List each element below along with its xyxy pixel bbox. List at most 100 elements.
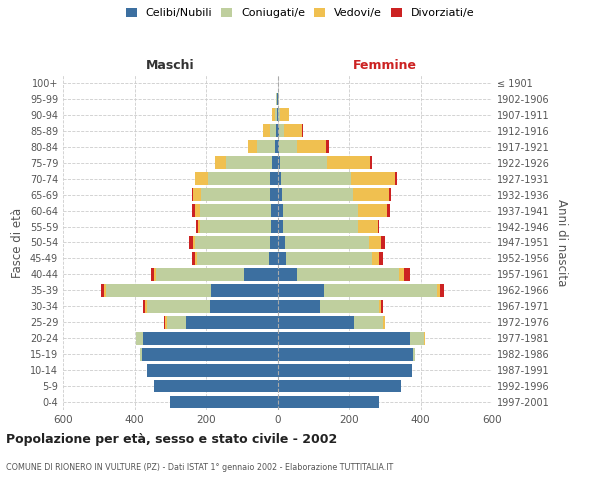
Bar bbox=[277, 316, 385, 328]
Bar bbox=[154, 380, 277, 392]
Bar bbox=[167, 316, 277, 328]
Bar bbox=[154, 268, 277, 281]
Bar bbox=[277, 332, 425, 344]
Text: Maschi: Maschi bbox=[146, 60, 194, 72]
Bar bbox=[277, 332, 410, 344]
Y-axis label: Anni di nascita: Anni di nascita bbox=[555, 199, 568, 286]
Bar bbox=[189, 236, 277, 249]
Bar bbox=[277, 204, 358, 217]
Bar bbox=[272, 156, 277, 169]
Bar bbox=[277, 268, 297, 281]
Bar bbox=[277, 316, 383, 328]
Bar bbox=[147, 364, 277, 376]
Bar bbox=[277, 364, 412, 376]
Bar bbox=[194, 236, 277, 249]
Bar bbox=[277, 108, 289, 122]
Bar bbox=[277, 348, 413, 360]
Bar bbox=[136, 332, 277, 344]
Bar bbox=[277, 268, 399, 281]
Bar bbox=[277, 108, 289, 122]
Bar bbox=[277, 108, 280, 122]
Bar bbox=[277, 348, 415, 360]
Bar bbox=[277, 300, 381, 312]
Bar bbox=[277, 380, 401, 392]
Bar bbox=[277, 108, 278, 122]
Bar bbox=[277, 172, 281, 185]
Bar bbox=[248, 140, 277, 153]
Bar bbox=[277, 348, 415, 360]
Bar bbox=[277, 124, 278, 137]
Bar bbox=[269, 236, 277, 249]
Bar bbox=[276, 92, 277, 106]
Text: Popolazione per età, sesso e stato civile - 2002: Popolazione per età, sesso e stato civil… bbox=[6, 432, 337, 446]
Bar bbox=[277, 156, 371, 169]
Bar bbox=[101, 284, 277, 296]
Text: Femmine: Femmine bbox=[353, 60, 417, 72]
Bar bbox=[277, 252, 372, 265]
Bar bbox=[277, 140, 297, 153]
Bar bbox=[277, 396, 379, 408]
Bar bbox=[277, 156, 327, 169]
Bar bbox=[277, 124, 284, 137]
Bar bbox=[248, 140, 277, 153]
Bar bbox=[277, 204, 386, 217]
Bar bbox=[136, 332, 277, 344]
Bar bbox=[277, 124, 302, 137]
Bar bbox=[272, 108, 277, 122]
Bar bbox=[277, 140, 326, 153]
Bar bbox=[277, 140, 279, 153]
Bar bbox=[277, 220, 377, 233]
Bar bbox=[276, 92, 277, 106]
Bar bbox=[277, 220, 379, 233]
Bar bbox=[269, 252, 277, 265]
Bar bbox=[277, 220, 358, 233]
Bar bbox=[226, 156, 277, 169]
Bar bbox=[276, 124, 277, 137]
Bar bbox=[140, 348, 277, 360]
Bar bbox=[193, 204, 277, 217]
Bar bbox=[215, 156, 277, 169]
Bar bbox=[164, 316, 277, 328]
Bar bbox=[104, 284, 277, 296]
Bar bbox=[277, 92, 279, 106]
Bar bbox=[209, 300, 277, 312]
Bar bbox=[277, 332, 424, 344]
Bar bbox=[277, 284, 445, 296]
Bar bbox=[143, 300, 277, 312]
Bar bbox=[136, 332, 277, 344]
Bar bbox=[195, 172, 277, 185]
Bar bbox=[277, 268, 410, 281]
Bar bbox=[263, 124, 277, 137]
Bar bbox=[277, 188, 353, 201]
Bar bbox=[271, 124, 277, 137]
Bar bbox=[277, 236, 385, 249]
Bar bbox=[154, 380, 277, 392]
Bar bbox=[277, 348, 415, 360]
Bar bbox=[170, 396, 277, 408]
Bar bbox=[170, 396, 277, 408]
Bar bbox=[151, 268, 277, 281]
Bar bbox=[196, 220, 277, 233]
Bar bbox=[277, 92, 278, 106]
Bar bbox=[277, 204, 283, 217]
Bar bbox=[147, 364, 277, 376]
Bar bbox=[200, 204, 277, 217]
Bar bbox=[263, 124, 277, 137]
Bar bbox=[195, 172, 277, 185]
Y-axis label: Fasce di età: Fasce di età bbox=[11, 208, 24, 278]
Bar bbox=[170, 396, 277, 408]
Bar bbox=[271, 220, 277, 233]
Bar bbox=[277, 204, 390, 217]
Bar bbox=[140, 348, 277, 360]
Bar bbox=[271, 204, 277, 217]
Bar bbox=[257, 140, 277, 153]
Bar bbox=[147, 364, 277, 376]
Bar bbox=[154, 380, 277, 392]
Bar bbox=[147, 364, 277, 376]
Bar bbox=[200, 188, 277, 201]
Bar bbox=[277, 188, 389, 201]
Bar bbox=[106, 284, 277, 296]
Bar bbox=[277, 172, 397, 185]
Bar bbox=[192, 188, 277, 201]
Bar bbox=[156, 268, 277, 281]
